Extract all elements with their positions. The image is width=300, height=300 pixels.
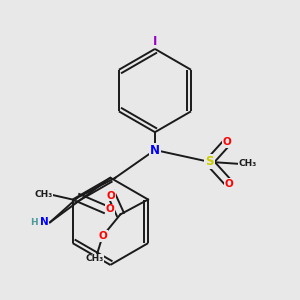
Text: O: O	[98, 231, 107, 241]
Text: O: O	[225, 179, 234, 189]
Text: O: O	[223, 137, 232, 147]
Text: S: S	[205, 155, 214, 168]
Text: CH₃: CH₃	[34, 190, 52, 199]
Text: I: I	[153, 34, 157, 47]
Text: CH₃: CH₃	[85, 254, 104, 263]
Text: N: N	[40, 217, 48, 227]
Text: O: O	[106, 204, 114, 214]
Text: O: O	[106, 190, 115, 201]
Text: H: H	[30, 218, 38, 227]
Text: CH₃: CH₃	[238, 159, 256, 168]
Text: N: N	[150, 143, 160, 157]
